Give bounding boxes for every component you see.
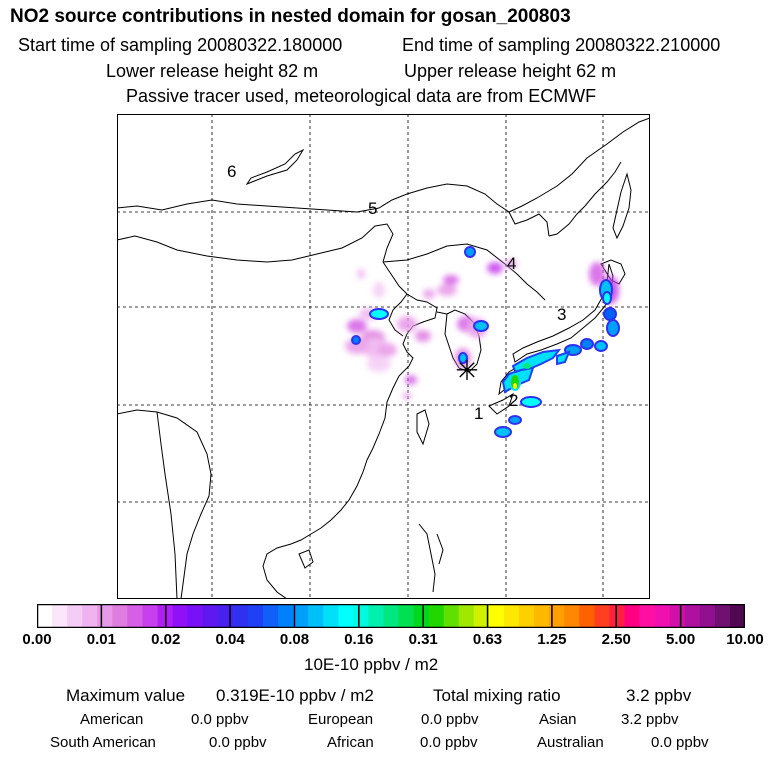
colorbar-cell <box>669 604 686 628</box>
map-title: NO2 source contributions in nested domai… <box>10 6 571 27</box>
colorbar-tick-label: 10.00 <box>726 631 764 648</box>
colorbar-cell <box>488 604 505 628</box>
colorbar-cell <box>609 604 626 628</box>
colorbar-cell <box>232 604 249 628</box>
region-value-australian: 0.0 ppbv <box>651 734 709 751</box>
colorbar-cell <box>624 604 641 628</box>
max-value-label: Maximum value <box>66 686 186 705</box>
graticule <box>117 114 650 599</box>
total-mixing-label: Total mixing ratio <box>433 686 561 705</box>
colorbar-cell <box>684 604 701 628</box>
region-value-european: 0.0 ppbv <box>421 711 479 728</box>
total-mixing-value: 3.2 ppbv <box>626 686 692 705</box>
colorbar-cell <box>278 604 294 628</box>
region-value-south-american: 0.0 ppbv <box>209 734 267 751</box>
concentration-field <box>345 246 620 438</box>
colorbar-cell <box>52 604 68 628</box>
colorbar-cell <box>142 604 159 628</box>
colorbar-tick-label: 0.04 <box>215 631 245 648</box>
colorbar-cell <box>262 604 279 628</box>
colorbar-cell <box>293 604 309 628</box>
region-label-2: 2 <box>509 391 518 410</box>
start-time-label: Start time of sampling 20080322.180000 <box>18 35 343 55</box>
region-label-1: 1 <box>474 404 483 423</box>
colorbar-cell <box>37 604 53 628</box>
colorbar-cell <box>247 604 264 628</box>
colorbar-tick-label: 0.16 <box>344 631 374 648</box>
region-label-4: 4 <box>507 254 516 273</box>
tracer-note: Passive tracer used, meteorological data… <box>126 86 597 106</box>
colorbar-cell <box>353 604 369 628</box>
colorbar-cell <box>443 604 460 628</box>
coastlines <box>117 117 650 599</box>
colorbar-cell <box>187 604 204 628</box>
colorbar-cell <box>519 604 535 628</box>
colorbar-tick-label: 0.08 <box>279 631 310 648</box>
colorbar-cell <box>549 604 565 628</box>
region-name-australian: Australian <box>537 734 604 751</box>
region-name-south-american: South American <box>50 734 156 751</box>
colorbar-cell <box>473 604 490 628</box>
upper-release-label: Upper release height 62 m <box>404 61 617 81</box>
colorbar-cell <box>413 604 430 628</box>
max-value: 0.319E-10 ppbv / m2 <box>216 686 374 705</box>
colorbar-cell <box>172 604 189 628</box>
region-name-asian: Asian <box>539 711 577 728</box>
colorbar-tick-label: 0.00 <box>22 631 52 648</box>
colorbar-cell <box>654 604 671 628</box>
colorbar-cell <box>699 604 716 628</box>
colorbar <box>37 604 745 628</box>
region-label-6: 6 <box>227 162 236 181</box>
colorbar-tick-label: 0.02 <box>151 631 181 648</box>
region-label-5: 5 <box>368 199 377 218</box>
colorbar-tick-label: 1.25 <box>537 631 567 648</box>
colorbar-cell <box>428 604 445 628</box>
colorbar-cell <box>308 604 324 628</box>
colorbar-cell <box>67 604 83 628</box>
colorbar-cell <box>217 604 234 628</box>
colorbar-cell <box>579 604 595 628</box>
colorbar-tick-label: 0.01 <box>86 631 116 648</box>
colorbar-cell <box>729 604 745 628</box>
colorbar-cell <box>714 604 731 628</box>
receptor-marker-icon: ✳ <box>455 354 478 387</box>
end-time-label: End time of sampling 20080322.210000 <box>402 35 721 55</box>
colorbar-tick-label: 0.31 <box>408 631 438 648</box>
map-panel: ✳ 1 2 3 4 5 6 <box>117 114 650 599</box>
colorbar-cell <box>383 604 400 628</box>
colorbar-tick-label: 5.00 <box>666 631 696 648</box>
colorbar-cell <box>398 604 415 628</box>
region-name-american: American <box>80 711 144 728</box>
colorbar-cell <box>338 604 354 628</box>
colorbar-cell <box>127 604 144 628</box>
colorbar-cell <box>594 604 611 628</box>
region-value-american: 0.0 ppbv <box>191 711 249 728</box>
lower-release-label: Lower release height 82 m <box>106 61 319 81</box>
region-value-african: 0.0 ppbv <box>420 734 478 751</box>
colorbar-cell <box>639 604 656 628</box>
colorbar-cell <box>368 604 385 628</box>
colorbar-cell <box>97 604 113 628</box>
region-name-european: European <box>308 711 374 728</box>
colorbar-tick-label: 2.50 <box>601 631 631 648</box>
colorbar-cell <box>458 604 475 628</box>
colorbar-unit: 10E-10 ppbv / m2 <box>304 655 439 674</box>
region-value-asian: 3.2 ppbv <box>621 711 679 728</box>
colorbar-tick-label: 0.63 <box>472 631 503 648</box>
colorbar-cell <box>503 604 520 628</box>
colorbar-cell <box>82 604 98 628</box>
colorbar-cell <box>112 604 128 628</box>
region-name-african: African <box>327 734 374 751</box>
colorbar-cell <box>202 604 219 628</box>
colorbar-cell <box>534 604 550 628</box>
colorbar-cell <box>564 604 580 628</box>
colorbar-cell <box>323 604 339 628</box>
region-label-3: 3 <box>557 305 566 324</box>
